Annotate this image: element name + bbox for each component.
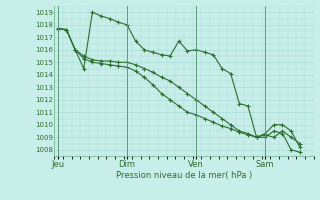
X-axis label: Pression niveau de la mer( hPa ): Pression niveau de la mer( hPa ) — [116, 171, 252, 180]
